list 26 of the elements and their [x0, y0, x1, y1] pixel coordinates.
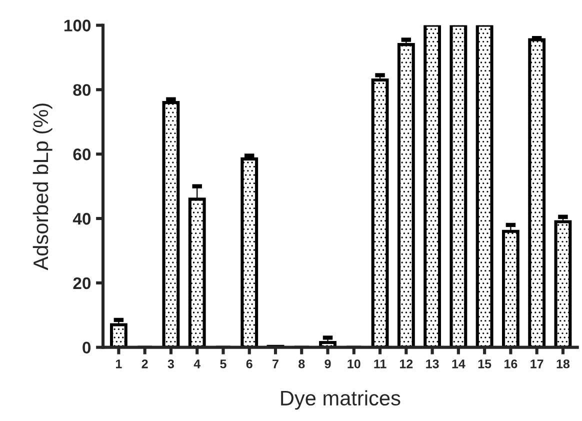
x-axis-title: Dye matrices	[281, 390, 400, 410]
y-tick-label: 40	[72, 212, 91, 225]
y-tick-label: 0	[82, 342, 91, 354]
x-tick-label: 3	[168, 359, 174, 368]
x-tick-label: 13	[426, 359, 439, 368]
y-tick-label: 80	[73, 84, 91, 96]
x-tick-label: 2	[142, 359, 148, 368]
x-tick-label: 12	[400, 359, 413, 368]
x-tick-label: 10	[348, 359, 360, 368]
y-axis-title: Adsorbed bLp (%)	[32, 104, 52, 270]
x-tick-label: 11	[374, 360, 386, 368]
x-tick-label: 16	[504, 359, 518, 368]
x-tick-label: 17	[530, 360, 544, 368]
y-tick-label: 60	[73, 148, 91, 160]
x-tick-label: 1	[116, 360, 122, 368]
x-tick-label: 9	[324, 359, 331, 368]
y-tick-label: 20	[73, 277, 91, 290]
x-tick-label: 5	[220, 360, 226, 368]
x-tick-label: 18	[556, 359, 570, 368]
y-tick-label: 100	[64, 20, 91, 32]
x-tick-label: 14	[452, 360, 466, 368]
x-tick-label: 6	[246, 359, 252, 368]
x-tick-label: 15	[478, 360, 492, 368]
x-tick-label: 8	[298, 359, 305, 368]
x-tick-label: 4	[194, 360, 201, 368]
x-tick-label: 7	[272, 360, 278, 368]
